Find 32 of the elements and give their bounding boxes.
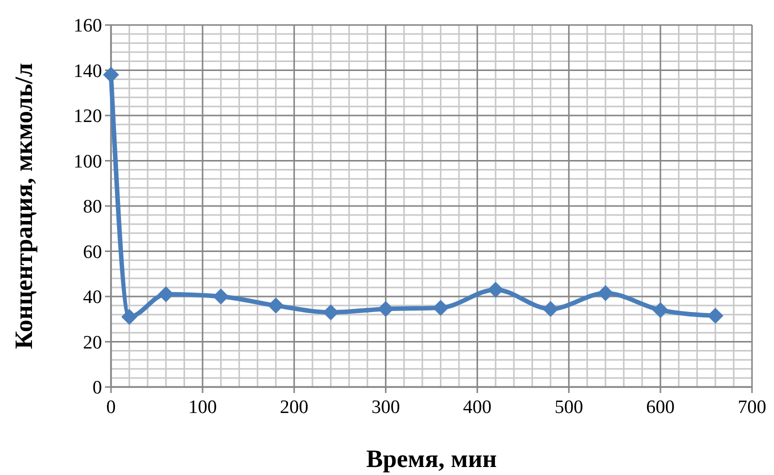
y-axis-title: Концентрация, мкмоль/л	[11, 62, 38, 350]
y-tick-label: 0	[92, 378, 102, 399]
point	[707, 308, 724, 324]
x-tick-label: 0	[106, 397, 116, 418]
y-tick-label: 40	[83, 287, 102, 308]
y-tick-label: 120	[74, 106, 102, 128]
point	[158, 286, 174, 302]
y-tick-label: 80	[83, 196, 102, 218]
point	[597, 285, 614, 302]
x-tick-label: 600	[646, 397, 675, 418]
point	[378, 300, 394, 317]
x-tick-label: 400	[463, 397, 492, 418]
point	[268, 298, 284, 314]
point	[652, 302, 668, 318]
x-tick-label: 100	[188, 397, 217, 418]
y-tick-label: 160	[74, 16, 102, 37]
x-axis-title: Время, мин	[366, 446, 497, 473]
point	[542, 300, 559, 317]
point	[488, 282, 504, 298]
point	[103, 66, 119, 83]
x-tick-label: 200	[280, 397, 308, 418]
x-tick-label: 300	[371, 397, 400, 418]
point	[121, 308, 138, 325]
x-tick-label: 700	[738, 397, 766, 418]
y-tick-label: 20	[83, 332, 102, 354]
x-tick-label: 500	[554, 397, 584, 418]
point	[212, 288, 229, 304]
y-tick-label: 100	[74, 151, 102, 172]
y-tick-label: 60	[83, 242, 102, 263]
point	[322, 304, 339, 320]
y-tick-label: 140	[74, 60, 102, 82]
point	[432, 300, 449, 316]
